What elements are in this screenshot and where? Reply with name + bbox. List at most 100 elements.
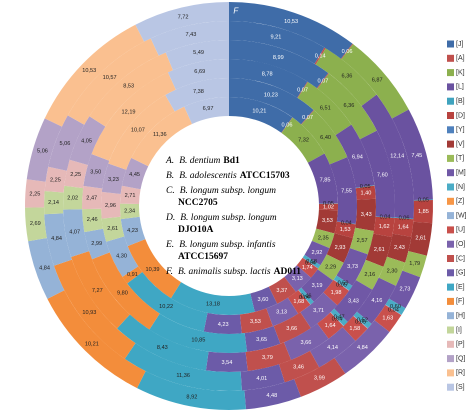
value-label: 1,74 xyxy=(302,265,313,271)
value-label: 0,05 xyxy=(418,197,429,203)
strain-id: AD011 xyxy=(274,267,302,277)
ring-segment xyxy=(355,185,375,189)
ring-segment xyxy=(229,40,329,89)
legend-swatch xyxy=(447,383,454,391)
ring-segment xyxy=(137,371,246,410)
strain-letter: D. xyxy=(165,213,175,223)
ring-segment xyxy=(44,213,72,266)
value-label: 1,98 xyxy=(331,290,342,296)
legend-swatch xyxy=(447,340,454,348)
legend-label: [K] xyxy=(456,69,465,76)
ring-segment xyxy=(323,279,350,306)
ring-segment xyxy=(302,254,321,269)
ring-segment xyxy=(127,239,182,299)
ring-segment xyxy=(244,325,281,352)
legend-label: [L] xyxy=(456,84,464,91)
legend-label: [O] xyxy=(456,241,465,248)
value-label: 6,36 xyxy=(342,74,353,80)
ring-segment xyxy=(53,259,136,359)
ring-segment xyxy=(250,286,278,312)
strain-id: Bd1 xyxy=(223,156,240,166)
value-label: 9,21 xyxy=(271,34,282,40)
value-label: 0,07 xyxy=(302,115,313,121)
ring-segment xyxy=(229,59,308,98)
ring-segment xyxy=(365,233,393,267)
value-label: 0,04 xyxy=(299,295,310,301)
value-label: 2,92 xyxy=(312,250,323,256)
value-label: 8,43 xyxy=(157,345,168,351)
value-label: 3,53 xyxy=(250,319,261,325)
value-label: 7,32 xyxy=(298,138,309,144)
value-label: 4,45 xyxy=(129,172,140,178)
value-label: 3,50 xyxy=(90,170,101,176)
value-label: 10,93 xyxy=(82,310,96,316)
value-label: 0,06 xyxy=(342,49,353,55)
legend-swatch xyxy=(447,269,454,277)
ring-segment xyxy=(91,72,176,161)
value-label: 10,85 xyxy=(191,338,205,344)
value-label: 0,59 xyxy=(338,280,349,286)
value-label: 2,02 xyxy=(67,196,78,202)
ring-segment xyxy=(394,217,414,220)
legend-swatch xyxy=(447,112,454,119)
value-label: 7,27 xyxy=(92,288,103,294)
value-label: 2,25 xyxy=(50,178,61,184)
ring-segment xyxy=(44,24,145,127)
value-label: 2,61 xyxy=(107,226,118,232)
legend-swatch xyxy=(447,154,454,162)
legend-label: [P] xyxy=(456,341,465,348)
ring-segment xyxy=(353,315,368,329)
ring-segment xyxy=(120,216,146,247)
value-label: 3,23 xyxy=(108,177,119,183)
value-label: 0,46 xyxy=(301,293,312,299)
strain-letter: F. xyxy=(165,267,173,277)
ring-segment xyxy=(203,312,242,334)
ring-segment xyxy=(302,257,319,269)
legend-label: [I] xyxy=(456,327,462,334)
ring-segment xyxy=(83,154,110,189)
value-label: 8,78 xyxy=(262,71,273,77)
value-label: 4,84 xyxy=(51,236,62,242)
ring-segment xyxy=(244,379,301,410)
legend-label: [C] xyxy=(456,255,465,262)
strain-id: ATCC15697 xyxy=(178,252,228,262)
value-label: 4,07 xyxy=(69,229,80,235)
value-label: 4,48 xyxy=(266,393,277,399)
ring-segment xyxy=(229,78,314,125)
ring-label: F xyxy=(233,7,239,16)
ring-segment xyxy=(349,227,374,255)
legend-label: [U] xyxy=(456,227,465,234)
ring-segment xyxy=(279,350,320,383)
legend-label: [R] xyxy=(456,370,465,377)
legend-swatch xyxy=(447,54,454,62)
ring-segment xyxy=(361,94,414,219)
ring-segment xyxy=(89,52,173,127)
ring-segment xyxy=(298,289,311,305)
legend-swatch xyxy=(447,169,454,177)
legend-label: [Q] xyxy=(456,355,465,362)
value-label: 6,97 xyxy=(203,106,214,112)
value-label: 2,29 xyxy=(325,264,336,270)
legend-label: [T] xyxy=(456,155,464,162)
ring-segment xyxy=(307,153,338,204)
ring-segment xyxy=(69,116,106,166)
ring-segment xyxy=(301,269,334,302)
ring-segment xyxy=(121,157,149,190)
legend-label: [A] xyxy=(456,55,465,62)
value-label: 6,69 xyxy=(194,69,205,75)
value-label: 2,43 xyxy=(394,245,405,251)
value-label: 6,36 xyxy=(343,103,354,109)
value-label: 7,45 xyxy=(411,153,422,159)
ring-segment xyxy=(229,97,293,133)
ring-segment xyxy=(167,59,229,90)
value-label: 0,04 xyxy=(305,261,316,267)
ring-segment xyxy=(117,314,209,371)
ring-segment xyxy=(48,115,85,171)
value-label: 1,58 xyxy=(349,326,360,332)
ring-segment xyxy=(333,279,350,291)
legend-label: [Z] xyxy=(456,198,464,205)
ring-segment xyxy=(101,163,127,194)
ring-segment xyxy=(318,203,338,205)
value-label: 8,92 xyxy=(186,394,197,400)
ring-segment xyxy=(67,38,159,125)
